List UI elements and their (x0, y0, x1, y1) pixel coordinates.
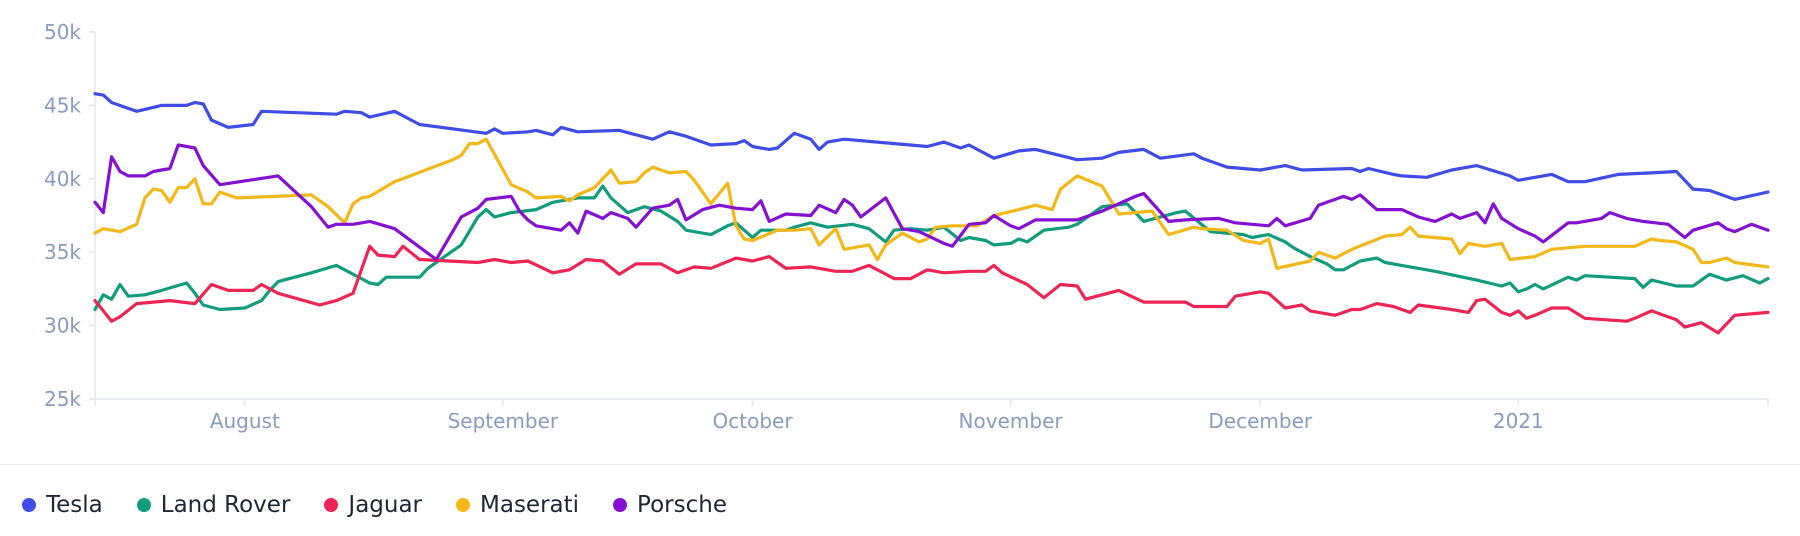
series-line-land-rover[interactable] (93, 184, 1770, 312)
x-tick-label: November (959, 409, 1064, 433)
x-tick-label: September (448, 409, 559, 433)
legend-item-maserati[interactable]: Maserati (456, 492, 579, 518)
y-axis: 50k 45k 40k 35k 30k 25k (44, 20, 96, 411)
legend-marker-icon (456, 498, 471, 512)
legend: Tesla Land Rover Jaguar Maserati Porsche (22, 492, 727, 518)
x-tick-label: August (210, 409, 280, 433)
series-line-tesla[interactable] (93, 92, 1770, 201)
series-layer (93, 92, 1770, 335)
legend-label: Maserati (480, 492, 580, 518)
legend-item-land-rover[interactable]: Land Rover (136, 492, 291, 518)
y-tick-label: 25k (44, 387, 81, 411)
series-line-maserati[interactable] (93, 137, 1770, 270)
legend-divider (0, 464, 1800, 465)
x-tick-label: October (713, 409, 794, 433)
y-tick-label: 45k (44, 93, 81, 117)
x-tick-label: December (1208, 409, 1312, 433)
legend-label: Tesla (46, 492, 103, 518)
y-tick-label: 50k (44, 20, 81, 44)
series-line-jaguar[interactable] (93, 244, 1770, 335)
legend-label: Porsche (637, 492, 727, 518)
legend-label: Land Rover (160, 492, 291, 518)
y-tick-label: 35k (44, 240, 81, 264)
legend-marker-icon (324, 498, 339, 512)
legend-marker-icon (22, 498, 36, 512)
legend-label: Jaguar (348, 492, 423, 518)
x-axis: August September October November December 20… (94, 398, 1769, 433)
legend-item-jaguar[interactable]: Jaguar (324, 492, 422, 518)
legend-item-porsche[interactable]: Porsche (613, 492, 727, 518)
legend-marker-icon (136, 498, 151, 512)
y-tick-label: 40k (44, 167, 81, 191)
y-tick-label: 30k (44, 314, 81, 338)
legend-marker-icon (613, 498, 628, 512)
series-line-porsche[interactable] (93, 143, 1770, 262)
line-chart: 50k 45k 40k 35k 30k 25k August September Octobe… (44, 20, 1770, 433)
x-tick-label: 2021 (1493, 409, 1544, 433)
legend-item-tesla[interactable]: Tesla (22, 492, 103, 518)
